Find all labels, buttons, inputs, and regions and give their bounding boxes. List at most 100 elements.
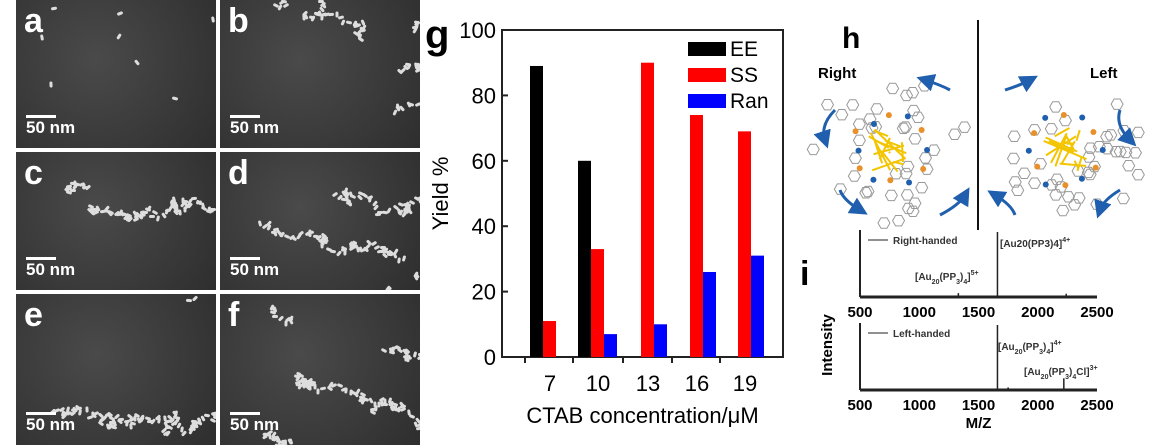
phenyl-ring [1110,98,1124,110]
x-tick-label: 19 [733,371,757,396]
nanorod [319,386,327,391]
nanorod [181,430,188,438]
annotation-part: ) [1043,342,1046,353]
phenyl-ring [847,170,861,182]
scale-bar-label: 50 nm [230,260,280,279]
legend-label: Ran [730,90,769,113]
phenyl-ring [906,205,920,218]
phenyl-ring [891,214,906,227]
nanorod [380,347,388,354]
nanorod [284,320,288,327]
phenyl-ring [1054,181,1068,193]
atom [856,165,863,172]
peak-annotation: [Au20(PP3)4]5+ [915,270,979,286]
phenyl-ring [1006,152,1021,165]
atom [920,165,927,172]
nanorod [171,96,179,101]
phenyl-ring [906,86,920,99]
gold-bond [892,160,904,166]
phenyl-ring [898,121,913,133]
y-tick-label: 20 [472,280,496,305]
gold-bond [1043,140,1087,161]
rotation-arrow-icon [1094,188,1121,219]
rotation-arrow-icon [916,74,951,92]
scale-bar [26,257,56,260]
gold-bond [1048,140,1075,154]
phenyl-ring [1116,192,1130,205]
phenyl-ring [889,167,903,180]
phenyl-ring [861,185,875,198]
annotation-part: 3 [1065,374,1069,381]
atom [1025,147,1032,154]
nanorod [383,398,387,405]
annotation-part: ) [960,272,963,283]
annotation-part: 3+ [1090,365,1098,372]
gold-bond [1054,136,1067,167]
peak-annotation: [Au20(PP3)4]4+ [998,340,1062,356]
atom [870,120,877,127]
phenyl-ring [1081,166,1095,179]
nanorod [336,383,343,389]
gold-bond [1054,127,1070,138]
nanorod [308,384,312,391]
nanorod [84,406,89,413]
phenyl-ring [907,104,921,117]
phenyl-ring [886,82,900,95]
phenyl-ring [877,217,891,229]
annotation-part: ] [1050,342,1053,353]
phenyl-ring [1058,114,1072,127]
y-axis-label: Yield % [428,157,453,231]
x-tick-label: 2500 [1080,397,1113,414]
nanorod [48,81,53,88]
gold-bond [1075,129,1081,141]
phenyl-ring [918,152,933,164]
nanorod [344,387,349,394]
nanorod [210,16,215,23]
scale-bar-label: 50 nm [26,118,76,137]
scale-bar [26,115,56,118]
left-title: Left [1090,65,1118,82]
nanorod [77,409,82,416]
bar-ran [604,334,617,357]
legend-label: Right-handed [893,236,957,247]
bar-ss [690,115,703,358]
nanorod [177,209,182,216]
nanorod [288,438,294,445]
phenyl-ring [835,108,849,121]
gold-bond [880,150,899,173]
annotation-part: [Au [998,342,1015,353]
atom [918,127,925,134]
atom [870,176,877,183]
rotation-arrow-icon [1004,75,1038,93]
nanorod [133,59,140,66]
annotation-part: 5+ [971,270,979,277]
phenyl-ring [820,98,835,111]
sem-image-d: d 50 nm [220,152,420,290]
annotation-part: 4 [1046,349,1050,356]
annotation-part: [Au [915,272,932,283]
phenyl-ring [899,167,913,180]
atom [1099,147,1106,153]
phenyl-ring [915,181,929,194]
nanorod [157,417,162,424]
scale-bar [230,412,260,415]
annotation-part: 20 [1041,374,1049,381]
nanorod [155,215,160,223]
phenyl-ring [1056,204,1070,217]
atom [1042,181,1049,188]
sem-image-c: c 50 nm [16,152,216,290]
x-tick-label: 7 [544,371,556,396]
phenyl-ring [900,189,914,201]
phenyl-ring [1033,158,1048,170]
gold-bond [1076,156,1083,172]
atom [906,179,913,186]
x-tick-label: 2000 [1021,304,1054,321]
phenyl-ring [852,134,867,147]
panel-label-g: g [425,13,449,57]
panel-label: e [24,296,43,334]
annotation-part: Cl] [1076,367,1089,378]
nanorod [269,309,276,315]
gold-bond [1045,136,1078,153]
y-tick-label: 40 [472,214,496,239]
nanorod [350,193,357,200]
